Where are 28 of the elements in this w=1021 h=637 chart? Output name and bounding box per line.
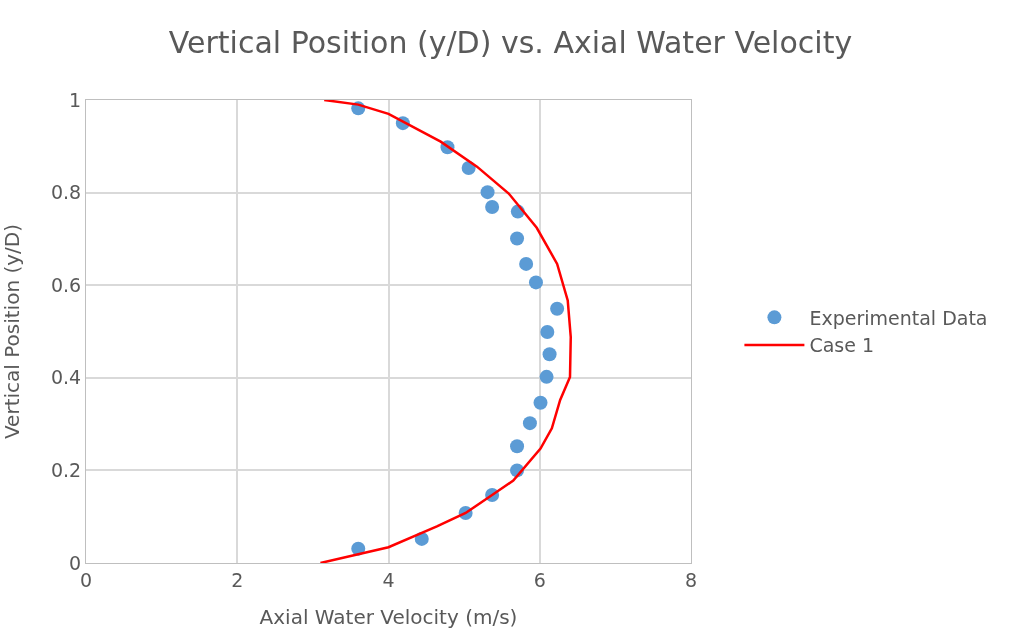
point <box>485 199 500 214</box>
y-tick-label: 0.6 <box>50 273 82 296</box>
point <box>480 185 495 200</box>
point <box>510 439 525 454</box>
point <box>510 231 525 246</box>
x-axis-title: Axial Water Velocity (m/s) <box>259 605 518 630</box>
x-tick-label: 6 <box>533 568 546 591</box>
point <box>542 347 557 362</box>
legend-label: Case 1 <box>809 334 875 357</box>
point <box>528 275 543 290</box>
y-tick-label: 0.2 <box>50 459 82 482</box>
x-tick-label: 8 <box>684 568 698 591</box>
point <box>522 416 537 431</box>
y-tick-label: 0 <box>69 551 82 574</box>
y-tick-label: 1 <box>69 88 82 111</box>
point <box>533 395 548 410</box>
point <box>550 301 565 316</box>
chart-title: Vertical Position (y/D) vs. Axial Water Velocity <box>168 24 853 60</box>
y-axis-title: Vertical Position (y/D) <box>0 223 25 440</box>
x-tick-label: 2 <box>231 568 244 591</box>
y-tick-label: 0.4 <box>50 366 82 389</box>
point <box>539 369 554 384</box>
y-tick-label: 0.8 <box>50 181 82 204</box>
legend-label: Experimental Data <box>809 306 988 329</box>
point <box>519 256 534 271</box>
x-tick-label: 4 <box>382 568 395 591</box>
line-series <box>319 100 573 563</box>
point <box>540 324 555 339</box>
